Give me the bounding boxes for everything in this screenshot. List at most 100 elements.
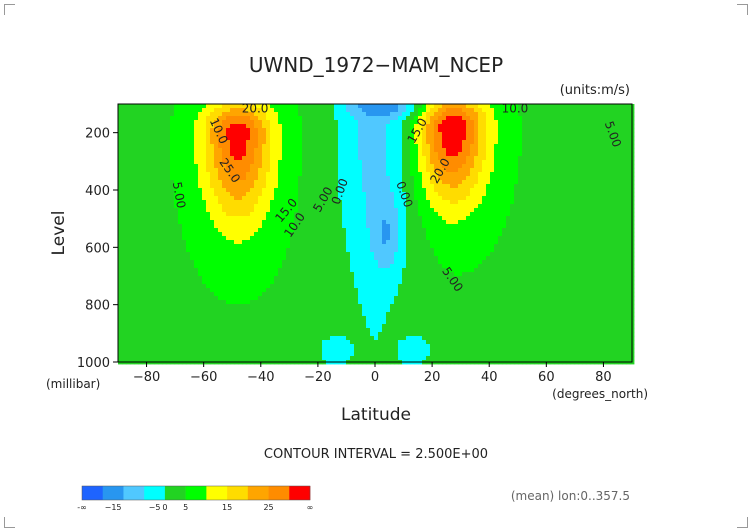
heat-cell xyxy=(490,176,495,181)
heat-cell xyxy=(230,232,235,237)
heat-cell xyxy=(186,176,191,181)
heat-cell xyxy=(170,144,175,149)
heat-cell xyxy=(514,156,519,161)
heat-cell xyxy=(486,124,491,129)
heat-cell xyxy=(366,172,371,177)
heat-cell xyxy=(154,112,159,117)
heat-cell xyxy=(586,212,591,217)
heat-cell xyxy=(138,208,143,213)
heat-cell xyxy=(226,208,231,213)
heat-cell xyxy=(434,132,439,137)
heat-cell xyxy=(578,148,583,153)
heat-cell xyxy=(602,132,607,137)
heat-cell xyxy=(178,164,183,169)
heat-cell xyxy=(298,176,303,181)
heat-cell xyxy=(134,216,139,221)
heat-cell xyxy=(274,140,279,145)
heat-cell xyxy=(170,124,175,129)
heat-cell xyxy=(210,232,215,237)
heat-cell xyxy=(390,108,395,113)
heat-cell xyxy=(602,124,607,129)
heat-cell xyxy=(242,256,247,261)
heat-cell xyxy=(570,244,575,249)
heat-cell xyxy=(482,160,487,165)
heat-cell xyxy=(474,192,479,197)
heat-cell xyxy=(494,160,499,165)
heat-cell xyxy=(618,192,623,197)
heat-cell xyxy=(462,204,467,209)
heat-cell xyxy=(334,204,339,209)
heat-cell xyxy=(130,120,135,125)
heat-cell xyxy=(602,196,607,201)
heat-cell xyxy=(554,160,559,165)
heat-cell xyxy=(554,212,559,217)
heat-cell xyxy=(310,160,315,165)
heat-cell xyxy=(382,152,387,157)
heat-cell xyxy=(442,120,447,125)
heat-cell xyxy=(574,180,579,185)
heat-cell xyxy=(154,152,159,157)
heat-cell xyxy=(490,228,495,233)
heat-cell xyxy=(134,168,139,173)
heat-cell xyxy=(326,244,331,249)
heat-cell xyxy=(298,224,303,229)
heat-cell xyxy=(462,212,467,217)
heat-cell xyxy=(502,208,507,213)
heat-cell xyxy=(138,196,143,201)
heat-cell xyxy=(234,220,239,225)
heat-cell xyxy=(182,132,187,137)
heat-cell xyxy=(414,212,419,217)
heat-cell xyxy=(594,124,599,129)
heat-cell xyxy=(542,112,547,117)
heat-cell xyxy=(594,216,599,221)
heat-cell xyxy=(450,188,455,193)
heat-cell xyxy=(338,160,343,165)
heat-cell xyxy=(130,180,135,185)
heat-cell xyxy=(606,252,611,257)
heat-cell xyxy=(210,116,215,121)
heat-cell xyxy=(546,224,551,229)
heat-cell xyxy=(398,200,403,205)
heat-cell xyxy=(446,180,451,185)
heat-cell xyxy=(226,244,231,249)
heat-cell xyxy=(462,240,467,245)
heat-cell xyxy=(446,164,451,169)
heat-cell xyxy=(606,196,611,201)
heat-cell xyxy=(238,200,243,205)
heat-cell xyxy=(246,248,251,253)
heat-cell xyxy=(514,124,519,129)
heat-cell xyxy=(422,144,427,149)
heat-cell xyxy=(302,152,307,157)
heat-cell xyxy=(450,224,455,229)
heat-cell xyxy=(446,148,451,153)
heat-cell xyxy=(258,144,263,149)
heat-cell xyxy=(502,104,507,109)
heat-cell xyxy=(374,224,379,229)
heat-cell xyxy=(470,256,475,261)
heat-cell xyxy=(250,188,255,193)
heat-cell xyxy=(374,124,379,129)
heat-cell xyxy=(614,180,619,185)
heat-cell xyxy=(146,248,151,253)
heat-cell xyxy=(530,240,535,245)
heat-cell xyxy=(266,124,271,129)
heat-cell xyxy=(582,120,587,125)
heat-cell xyxy=(494,148,499,153)
heat-cell xyxy=(410,220,415,225)
heat-cell xyxy=(310,104,315,109)
heat-cell xyxy=(254,232,259,237)
heat-cell xyxy=(314,108,319,113)
heat-cell xyxy=(322,248,327,253)
heat-cell xyxy=(594,132,599,137)
heat-cell xyxy=(626,132,631,137)
heat-cell xyxy=(518,212,523,217)
heat-cell xyxy=(526,212,531,217)
heat-cell xyxy=(598,156,603,161)
heat-cell xyxy=(134,148,139,153)
heat-cell xyxy=(530,232,535,237)
heat-cell xyxy=(134,196,139,201)
heat-cell xyxy=(130,132,135,137)
heat-cell xyxy=(482,212,487,217)
heat-cell xyxy=(538,152,543,157)
heat-cell xyxy=(346,236,351,241)
